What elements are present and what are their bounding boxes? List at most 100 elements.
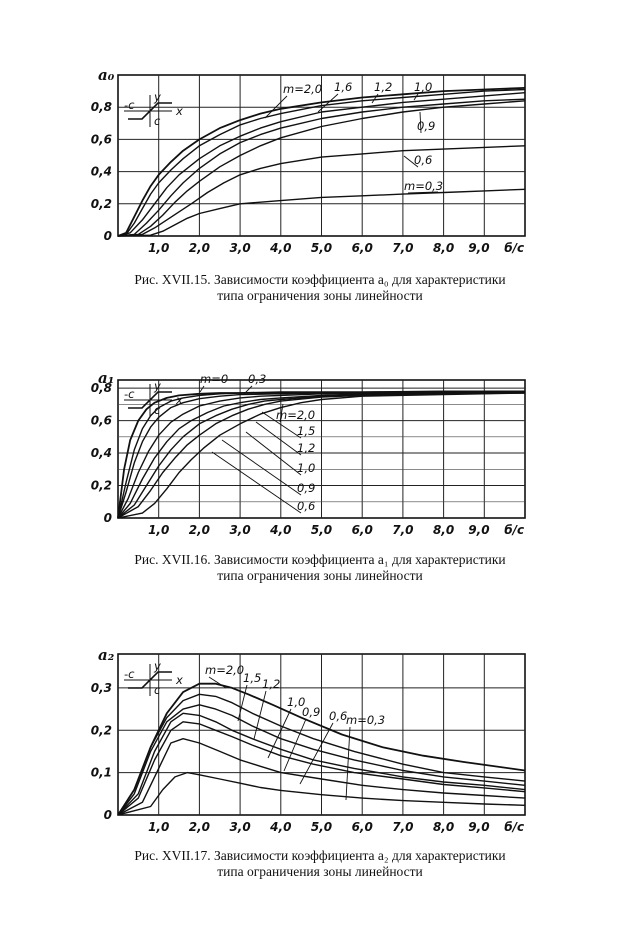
x-tick-label: 6,0: [352, 523, 373, 537]
series-line-6: [117, 771, 526, 816]
inset-characteristic-line: [128, 391, 172, 409]
y-tick-label: 0,2: [91, 479, 112, 493]
figure-a2: 0 0,1 0,2 0,3 1,0 2,0 3,0 4,0 5,0 6,0 7,0 8,0 9,0 б/с…: [0, 620, 622, 950]
caption-a0-line1: Рис. XVII.15. Зависимости коэффициента a…: [134, 272, 506, 287]
figure-a0: 0 0,2 0,4 0,6 0,8 1,0 2,0 3,0 4,0 5,0 6,0 7,0 8,0 9,0…: [0, 0, 622, 320]
inset-x-label: x: [175, 104, 183, 118]
curve-label: 1,0: [414, 80, 432, 94]
x-tick-label: 3,0: [229, 523, 250, 537]
label-leader-line: [253, 690, 267, 740]
label-leader-line: [407, 191, 439, 194]
y-tick-label: 0,2: [91, 723, 112, 737]
label-leader-line: [208, 676, 227, 689]
curve-label: 1,2: [262, 677, 280, 691]
series-line-0: [117, 682, 526, 816]
label-leader-line: [261, 411, 302, 439]
x-tick-label: 8,0: [433, 820, 454, 834]
x-axis-label: б/с: [504, 241, 524, 255]
curve-label: 0,9: [297, 481, 315, 495]
y-tick-label: 0,3: [91, 681, 112, 695]
y-tick-label: 0,8: [91, 381, 112, 395]
curve-label: 1,5: [297, 424, 315, 438]
series-line-0: [117, 87, 526, 237]
y-tick-label: 0: [104, 229, 112, 243]
label-leader-line: [199, 385, 205, 393]
x-tick-label: 7,0: [392, 241, 413, 255]
series-line-2: [117, 92, 526, 237]
x-tick-label: 8,0: [433, 241, 454, 255]
x-tick-label: 2,0: [189, 241, 210, 255]
label-leader-line: [419, 111, 422, 134]
x-tick-label: 2,0: [189, 820, 210, 834]
label-leader-line: [413, 93, 419, 101]
label-leader-line: [267, 708, 292, 759]
y-tick-label: 0,8: [91, 100, 112, 114]
curve-label: 1,2: [297, 441, 315, 455]
inset-y-label: y: [153, 659, 161, 673]
chart-a1: 0 0,2 0,4 0,6 0,8 1,0 2,0 3,0 4,0 5,0 6,0 7,0 8,0 9,0…: [91, 369, 526, 537]
inset-pos-c-label: c: [154, 403, 161, 417]
x-tick-label: 9,0: [468, 523, 489, 537]
curve-label: 0,9: [417, 119, 435, 133]
label-leader-line: [371, 93, 379, 104]
curve-label: 0,6: [329, 709, 347, 723]
series-line-3: [117, 712, 526, 816]
curve-label: 0,9: [302, 705, 320, 719]
y-axis-label: a₀: [98, 66, 115, 84]
x-tick-label: 7,0: [392, 523, 413, 537]
x-tick-label: 9,0: [468, 820, 489, 834]
label-leader-line: [403, 155, 419, 168]
label-leader-line: [283, 718, 307, 772]
x-tick-label: 3,0: [229, 241, 250, 255]
x-tick-label: 6,0: [352, 820, 373, 834]
series-line-5: [117, 145, 526, 237]
curve-label: 1,6: [334, 80, 352, 94]
series-line-4: [117, 100, 526, 237]
x-axis-label: б/с: [504, 820, 524, 834]
x-tick-label: 1,0: [148, 241, 169, 255]
series-line-6: [117, 188, 526, 237]
x-tick-label: 9,0: [468, 241, 489, 255]
label-leader-line: [221, 439, 302, 496]
caption-a0-line2: типа ограничения зоны линейности: [217, 288, 423, 303]
curve-label: 1,2: [374, 80, 392, 94]
curve-label: m=2,0: [283, 82, 322, 96]
inset-neg-c-label: -c: [124, 387, 135, 401]
label-leader-line: [255, 421, 302, 456]
y-tick-label: 0: [104, 808, 112, 822]
curve-label: m=0: [200, 372, 228, 386]
label-leader-line: [211, 451, 302, 514]
series-line-4: [117, 391, 526, 519]
caption-a2: Рис. XVII.17. Зависимости коэффициента a…: [60, 848, 580, 880]
caption-a1-line1: Рис. XVII.16. Зависимости коэффициента a…: [134, 552, 506, 567]
x-tick-label: 2,0: [189, 523, 210, 537]
label-leader-line: [345, 726, 351, 801]
inset-characteristic-line: [128, 671, 172, 689]
x-tick-label: 5,0: [311, 820, 332, 834]
inset-characteristic-line: [128, 102, 172, 120]
series-line-3: [117, 390, 526, 519]
x-tick-label: 5,0: [311, 523, 332, 537]
inset-y-label: y: [153, 90, 161, 104]
y-axis-label: a₂: [98, 646, 115, 664]
inset-x-label: x: [175, 393, 183, 407]
series-line-1: [117, 390, 525, 519]
label-leader-line: [243, 385, 253, 395]
x-tick-label: 5,0: [311, 241, 332, 255]
inset-neg-c-label: -c: [124, 667, 135, 681]
curve-label: 0,6: [297, 499, 315, 513]
curve-label: 0,3: [248, 372, 266, 386]
y-tick-label: 0,6: [91, 414, 112, 428]
caption-a1: Рис. XVII.16. Зависимости коэффициента a…: [60, 552, 580, 584]
x-tick-label: 4,0: [269, 820, 291, 834]
x-tick-label: 4,0: [269, 241, 291, 255]
x-tick-label: 1,0: [148, 523, 169, 537]
inset-neg-c-label: -c: [124, 98, 135, 112]
series-line-7: [117, 392, 526, 519]
label-leader-line: [299, 722, 334, 785]
label-leader-line: [245, 431, 302, 476]
inset-y-label: y: [153, 379, 161, 393]
curve-label: 1,0: [287, 695, 305, 709]
chart-a0: 0 0,2 0,4 0,6 0,8 1,0 2,0 3,0 4,0 5,0 6,0 7,0 8,0 9,0…: [91, 66, 526, 255]
series-line-1: [117, 88, 526, 237]
